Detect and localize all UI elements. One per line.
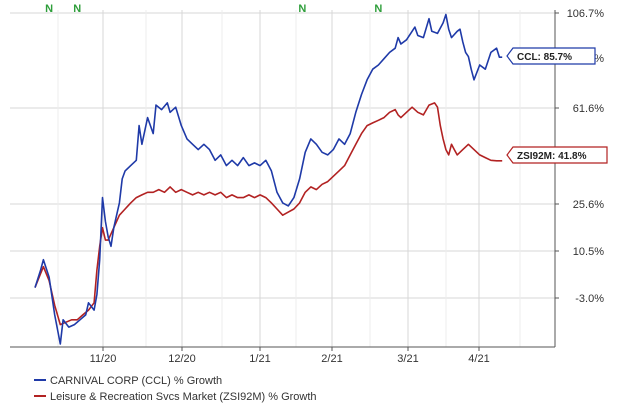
end-label-zsi92m: ZSI92M: 41.8% <box>506 146 608 164</box>
end-label-box <box>506 146 608 164</box>
y-tick-label: -3.0% <box>575 293 604 305</box>
end-label-box <box>506 47 596 65</box>
legend-entry: CARNIVAL CORP (CCL) % Growth <box>34 375 222 387</box>
x-tick-label: 12/20 <box>168 353 196 365</box>
end-label-ccl: CCL: 85.7% <box>506 47 596 65</box>
legend: CARNIVAL CORP (CCL) % Growth Leisure & Re… <box>34 375 317 403</box>
y-tick-label: 106.7% <box>567 8 605 20</box>
event-marker-n: N <box>374 3 382 15</box>
series-end-labels: CCL: 85.7% ZSI92M: 41.8% <box>506 47 608 164</box>
legend-label: CARNIVAL CORP (CCL) % Growth <box>50 375 222 387</box>
x-tick-label: 4/21 <box>468 353 489 365</box>
legend-entry: Leisure & Recreation Svcs Market (ZSI92M… <box>34 391 317 403</box>
grid-lines <box>10 10 555 347</box>
y-tick-label: 61.6% <box>573 103 604 115</box>
series-line-ccl <box>34 13 503 345</box>
x-axis: 11/20 12/20 1/21 2/21 3/21 4/21 <box>90 347 490 365</box>
series-layer <box>34 13 503 345</box>
end-label-text: CCL: 85.7% <box>517 52 572 63</box>
plot-frame <box>10 10 556 348</box>
end-label-text: ZSI92M: 41.8% <box>517 151 587 162</box>
x-tick-label: 2/21 <box>321 353 342 365</box>
event-marker-n: N <box>298 3 306 15</box>
series-line-zsi92m <box>34 102 503 326</box>
legend-label: Leisure & Recreation Svcs Market (ZSI92M… <box>50 391 317 403</box>
x-tick-label: 3/21 <box>397 353 418 365</box>
event-marker-n: N <box>73 3 81 15</box>
event-marker-n: N <box>45 3 53 15</box>
x-tick-label: 11/20 <box>90 353 117 365</box>
y-tick-label: 10.5% <box>573 246 604 258</box>
x-tick-label: 1/21 <box>249 353 270 365</box>
y-tick-label: 25.6% <box>573 199 604 211</box>
